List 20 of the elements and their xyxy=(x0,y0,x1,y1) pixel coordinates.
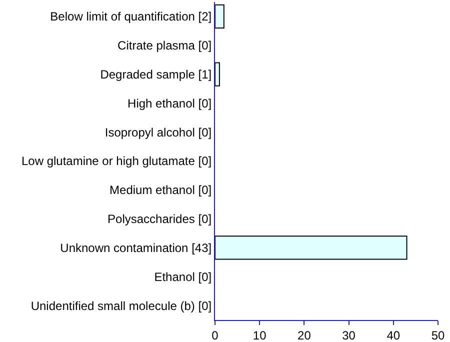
x-tick-label: 10 xyxy=(252,328,267,342)
y-tick-label: Unidentified small molecule (b) [0] xyxy=(30,298,212,313)
bar xyxy=(215,62,220,86)
x-tick-label: 0 xyxy=(212,328,219,342)
y-tick-label: Degraded sample [1] xyxy=(100,67,212,82)
y-tick-label: Unknown contamination [43] xyxy=(60,240,212,255)
bar xyxy=(215,236,408,260)
x-tick-label: 30 xyxy=(342,328,356,342)
y-tick-label: Polysaccharides [0] xyxy=(108,212,212,226)
y-tick-label: High ethanol [0] xyxy=(128,96,212,110)
y-tick-label: Below limit of quantification [2] xyxy=(50,10,212,24)
x-tick-label: 20 xyxy=(298,328,312,342)
x-tick-label: 40 xyxy=(386,328,400,342)
y-tick-label: Isopropyl alcohol [0] xyxy=(104,125,212,140)
y-tick-label: Citrate plasma [0] xyxy=(118,38,212,53)
y-tick-label: Medium ethanol [0] xyxy=(110,183,212,198)
bar xyxy=(215,4,224,29)
x-tick-label: 50 xyxy=(431,328,445,342)
y-tick-label: Ethanol [0] xyxy=(154,270,212,284)
y-tick-label: Low glutamine or high glutamate [0] xyxy=(21,154,212,168)
